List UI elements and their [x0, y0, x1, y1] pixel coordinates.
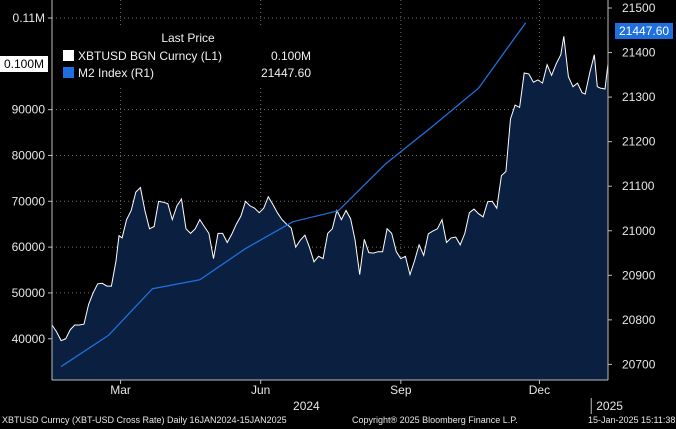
right-tick-label: 20800: [622, 313, 656, 327]
left-axis-ticks: 40000 50000 60000 70000 80000 90000 0.11M: [12, 11, 52, 346]
x-axis-ticks: Mar Jun Sep Dec 2024 2025: [110, 380, 623, 414]
right-axis-ticks: 20700 20800 20900 21000 21100 21200 21300 21400…: [608, 1, 656, 371]
xbtusd-area: [52, 36, 608, 381]
legend-swatch-xbtusd: [63, 50, 74, 61]
right-tick-label: 21400: [622, 46, 656, 60]
x-tick-label: Sep: [390, 383, 412, 397]
left-tick-label: 50000: [12, 286, 46, 300]
right-tick-label: 21500: [622, 1, 656, 15]
last-price-tag-right: 21447.60: [615, 23, 674, 40]
x-tick-label: Jun: [251, 383, 270, 397]
footer-center: Copyright® 2025 Bloomberg Finance L.P.: [352, 415, 518, 425]
legend-label-xbtusd: XBTUSD BGN Curncy (L1): [78, 48, 223, 63]
x-year-label: 2024: [293, 399, 320, 413]
left-tick-label: 90000: [12, 103, 46, 117]
right-tick-label: 21000: [622, 224, 656, 238]
legend-value-m2: 21447.60: [260, 65, 311, 80]
axes: [51, 0, 609, 381]
legend-entry-xbtusd: XBTUSD BGN Curncy (L1) 0.100M: [57, 47, 319, 64]
footer-right: 15-Jan-2025 15:11:38: [588, 415, 676, 425]
right-tick-label: 21200: [622, 135, 656, 149]
right-tick-label: 21100: [622, 179, 655, 193]
legend-entry-m2: M2 Index (R1) 21447.60: [57, 64, 319, 81]
left-tick-label: 60000: [12, 240, 46, 254]
series-layer: [51, 22, 609, 381]
legend-value-xbtusd: 0.100M: [270, 48, 311, 63]
x-year-label: 2025: [596, 399, 623, 413]
legend-title: Last Price: [161, 31, 215, 45]
legend-swatch-m2: [63, 67, 74, 78]
x-tick-label: Dec: [529, 383, 550, 397]
legend-label-m2: M2 Index (R1): [78, 65, 155, 80]
xbtusd-line: [51, 36, 609, 342]
m2-line: [60, 22, 527, 368]
legend: Last Price XBTUSD BGN Curncy (L1) 0.100M…: [57, 27, 319, 85]
left-tick-label: 70000: [12, 194, 46, 208]
right-tick-label: 20900: [622, 268, 656, 282]
footer-left: XBTUSD Curncy (XBT-USD Cross Rate) Daily…: [2, 415, 287, 425]
last-price-tag-left: 0.100M: [0, 55, 49, 72]
right-tick-label: 20700: [622, 357, 656, 371]
left-tick-label: 0.11M: [13, 11, 45, 25]
x-tick-label: Mar: [110, 383, 131, 397]
left-tick-label: 40000: [12, 332, 46, 346]
right-tick-label: 21300: [622, 90, 656, 104]
left-tick-label: 80000: [12, 148, 46, 162]
